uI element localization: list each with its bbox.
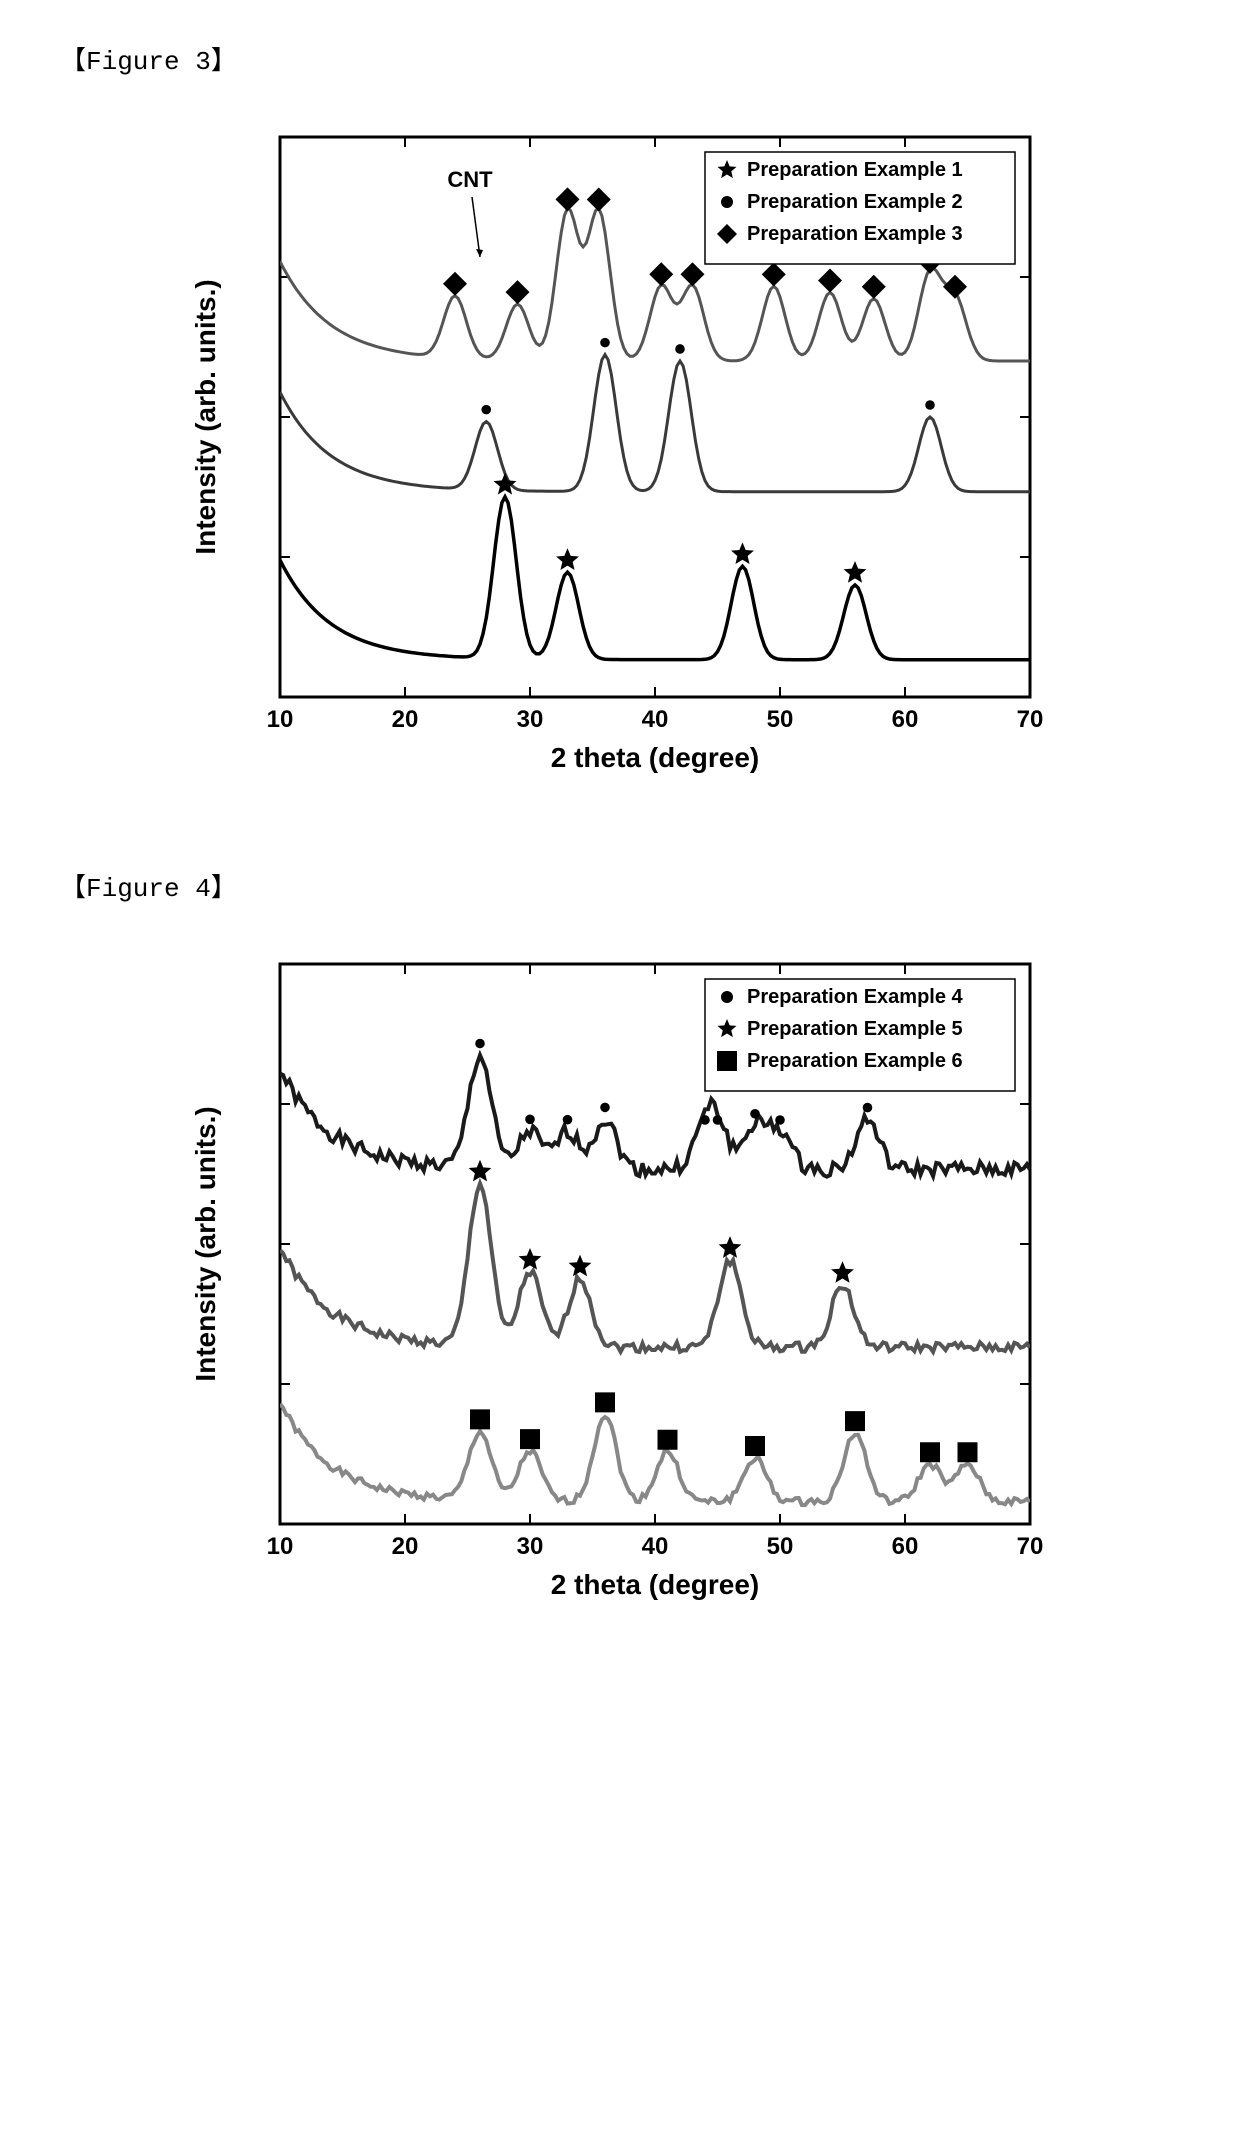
svg-text:Intensity (arb. units.): Intensity (arb. units.) — [190, 279, 221, 554]
figure-3-chart: 10 20 30 40 50 60 70 2 theta (degree) Intensity … — [180, 107, 1060, 787]
svg-text:2 theta (degree): 2 theta (degree) — [551, 742, 760, 773]
figure-3-block: 【Figure 3】 10 20 30 40 50 60 70 2 theta (degree… — [60, 40, 1180, 787]
figure-4-chart-wrap: 10 20 30 40 50 60 70 2 theta (degree) Intensity … — [60, 934, 1180, 1614]
figure-4-chart: 10 20 30 40 50 60 70 2 theta (degree) Intensity … — [180, 934, 1060, 1614]
svg-text:40: 40 — [642, 1533, 669, 1560]
svg-text:30: 30 — [517, 1533, 544, 1560]
svg-text:Preparation Example 5: Preparation Example 5 — [747, 1018, 963, 1040]
figure-4-block: 【Figure 4】 10 20 30 40 50 60 70 2 theta (degree… — [60, 867, 1180, 1614]
svg-text:Preparation Example 1: Preparation Example 1 — [747, 159, 963, 181]
svg-text:20: 20 — [392, 706, 419, 733]
figure-3-chart-wrap: 10 20 30 40 50 60 70 2 theta (degree) Intensity … — [60, 107, 1180, 787]
svg-text:CNT: CNT — [447, 167, 493, 192]
svg-text:Preparation Example 3: Preparation Example 3 — [747, 223, 963, 245]
svg-text:60: 60 — [892, 706, 919, 733]
svg-text:70: 70 — [1017, 1533, 1044, 1560]
svg-text:70: 70 — [1017, 706, 1044, 733]
svg-text:50: 50 — [767, 706, 794, 733]
svg-text:30: 30 — [517, 706, 544, 733]
svg-text:Preparation Example 2: Preparation Example 2 — [747, 191, 963, 213]
svg-text:60: 60 — [892, 1533, 919, 1560]
svg-text:2 theta (degree): 2 theta (degree) — [551, 1569, 760, 1600]
figure-4-label: 【Figure 4】 — [60, 867, 1180, 904]
svg-text:40: 40 — [642, 706, 669, 733]
svg-text:20: 20 — [392, 1533, 419, 1560]
svg-text:10: 10 — [267, 1533, 294, 1560]
svg-text:Intensity (arb. units.): Intensity (arb. units.) — [190, 1106, 221, 1381]
svg-text:Preparation Example 4: Preparation Example 4 — [747, 986, 964, 1008]
figure-3-label: 【Figure 3】 — [60, 40, 1180, 77]
svg-text:Preparation Example 6: Preparation Example 6 — [747, 1050, 963, 1072]
svg-text:10: 10 — [267, 706, 294, 733]
svg-text:50: 50 — [767, 1533, 794, 1560]
